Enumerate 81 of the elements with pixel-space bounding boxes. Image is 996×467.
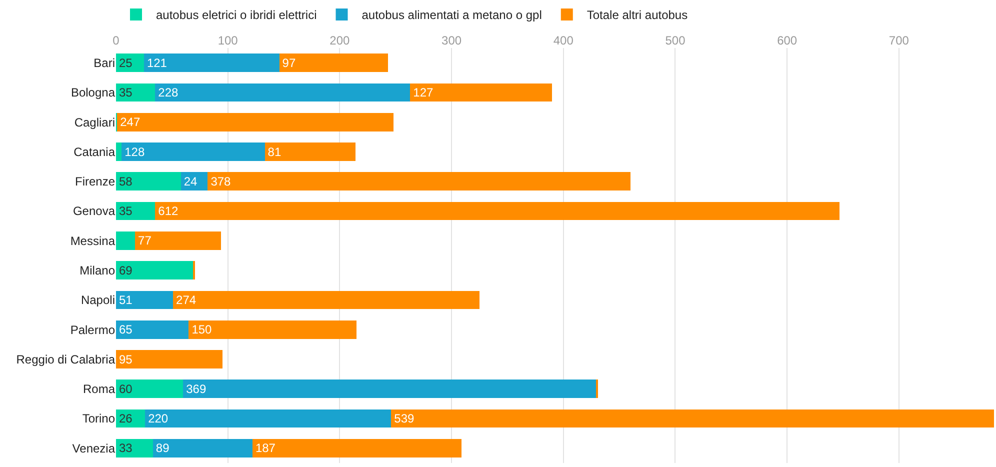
bar [116, 290, 174, 310]
y-tick-label: Roma [82, 382, 116, 396]
bar [117, 112, 394, 132]
y-tick-label: Palermo [70, 322, 116, 337]
data-label: 128 [124, 144, 145, 159]
data-label: 24 [184, 174, 198, 188]
bar [252, 438, 462, 458]
data-label: 81 [268, 144, 282, 159]
data-label: 69 [119, 263, 133, 278]
data-label: 97 [282, 56, 296, 70]
bar [116, 261, 194, 280]
y-tick-label: Messina [70, 234, 116, 248]
y-tick-label: Reggio di Calabria [16, 352, 116, 366]
bar [122, 142, 265, 161]
data-label: 65 [119, 322, 133, 337]
data-label: 77 [138, 234, 152, 248]
data-label: 26 [119, 412, 133, 426]
data-label: 89 [156, 441, 170, 456]
data-label: 60 [119, 382, 133, 396]
bar [279, 54, 388, 72]
bar [152, 438, 252, 458]
bar [173, 290, 480, 310]
x-tick-label: 600 [777, 34, 798, 48]
bar [155, 202, 840, 220]
data-label: 378 [210, 174, 232, 188]
data-label: 121 [146, 56, 168, 70]
bar [183, 380, 596, 398]
x-tick-label: 500 [665, 34, 686, 48]
bar [135, 231, 222, 250]
data-label: 247 [120, 115, 140, 130]
bar [116, 320, 189, 339]
bar [116, 350, 222, 368]
bar [145, 409, 392, 428]
y-tick-label: Bologna [70, 86, 116, 100]
y-tick-label: Bari [94, 56, 115, 70]
bar [144, 54, 280, 72]
y-tick-label: Catania [74, 144, 116, 159]
data-label: 33 [119, 441, 133, 456]
x-tick-label: 100 [218, 34, 238, 48]
bar [391, 409, 994, 428]
data-label: 58 [119, 174, 133, 188]
x-tick-label: 0 [112, 34, 120, 48]
data-label: 25 [119, 56, 133, 70]
data-label: 369 [186, 382, 206, 396]
bar [410, 83, 552, 102]
data-label: 95 [119, 352, 133, 366]
bar [188, 320, 356, 339]
x-tick-label: 400 [553, 34, 574, 48]
bar [596, 380, 598, 398]
legend-label: autobus alimentati a metano o gpl [362, 8, 542, 22]
bar [116, 172, 181, 191]
x-tick-label: 700 [888, 34, 910, 48]
bar [264, 142, 356, 161]
data-label: 612 [158, 204, 178, 218]
data-label: 127 [413, 85, 434, 100]
data-label: 187 [255, 441, 276, 456]
y-tick-label: Torino [82, 412, 116, 426]
data-label: 35 [119, 85, 133, 100]
data-label: 274 [176, 292, 196, 307]
legend-label: Totale altri autobus [586, 8, 688, 22]
bar [116, 438, 153, 458]
bar [116, 380, 184, 398]
data-label: 220 [148, 412, 168, 426]
data-label: 51 [119, 292, 133, 307]
y-tick-label: Genova [72, 204, 116, 218]
bar [208, 172, 630, 191]
y-tick-label: Milano [80, 264, 116, 278]
bar [155, 83, 410, 102]
y-tick-label: Napoli [80, 293, 115, 308]
data-label: 228 [158, 85, 178, 100]
data-label: 539 [394, 412, 414, 426]
x-tick-label: 200 [330, 34, 350, 48]
legend-label: autobus eletrici o ibridi elettrici [156, 8, 317, 22]
bar [116, 142, 122, 161]
y-tick-label: Cagliari [74, 115, 115, 130]
bar [116, 231, 136, 250]
y-tick-label: Venezia [72, 441, 116, 456]
data-label: 35 [119, 204, 133, 218]
data-label: 150 [192, 322, 212, 337]
y-tick-label: Firenze [74, 174, 116, 189]
x-tick-label: 300 [442, 34, 462, 48]
